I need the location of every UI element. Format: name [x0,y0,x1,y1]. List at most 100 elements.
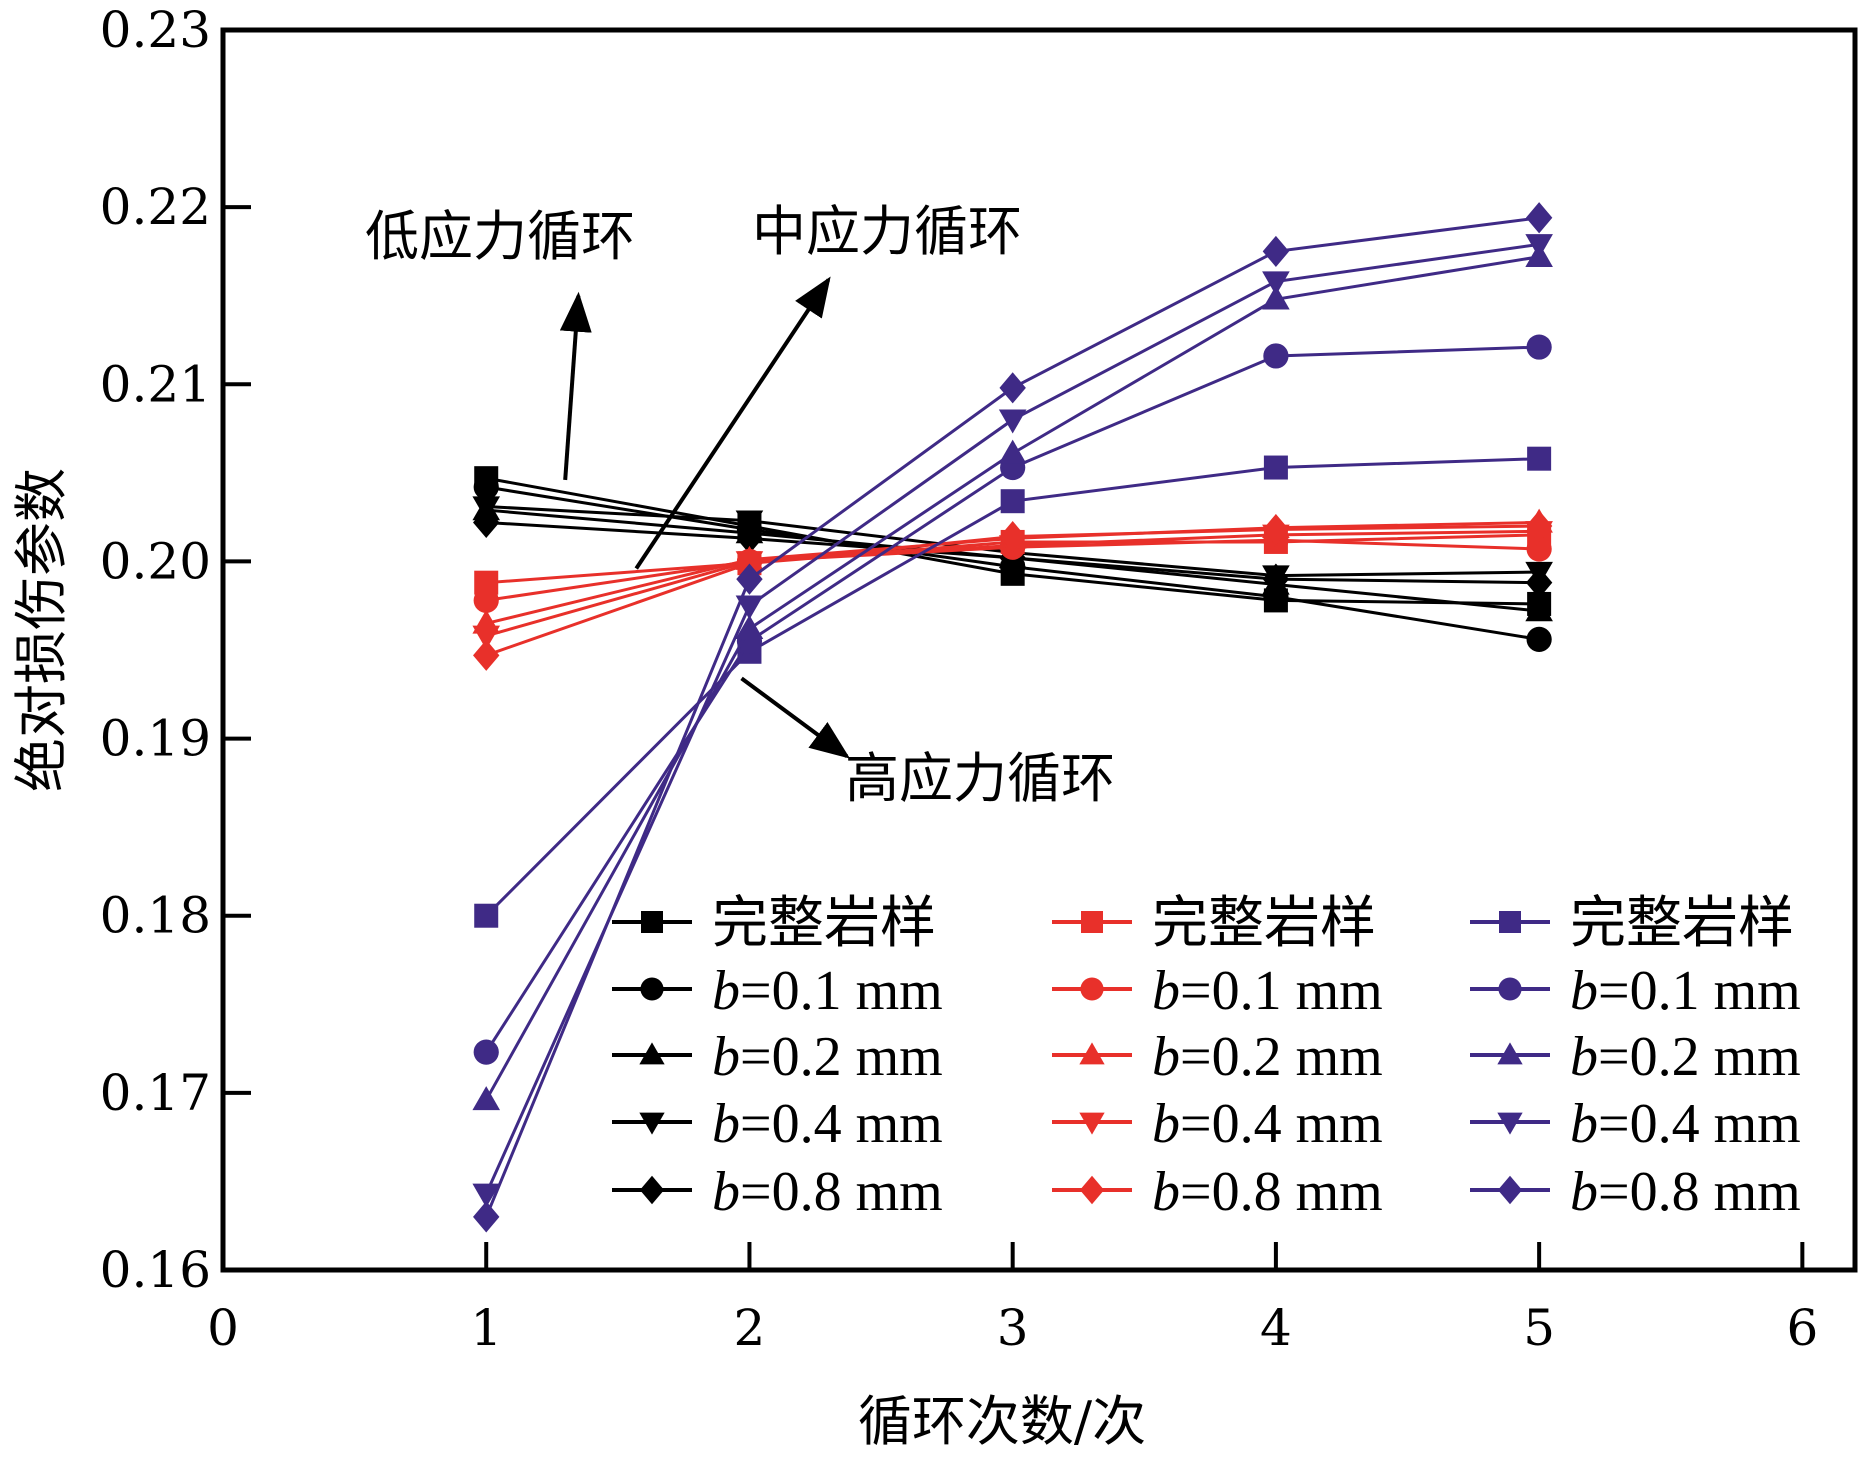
legend-label-value: =0.4 mm [740,1093,943,1155]
legend-item: b=0.8 mm [612,1161,943,1223]
data-point [1262,513,1290,546]
legend-item: b=0.4 mm [1052,1093,1383,1155]
data-point [472,1183,501,1208]
legend-label-value: =0.8 mm [740,1161,943,1223]
x-axis-title: 循环次数/次 [858,1390,1146,1453]
data-point [1262,563,1290,595]
legend-marker [1497,1175,1523,1205]
legend-marker [639,1175,665,1205]
data-point [1526,334,1552,360]
series-2-4 [473,202,1553,1233]
legend-label: b=0.1 mm [1152,960,1383,1022]
legend-label-var: b [1152,1093,1180,1155]
data-point [1263,343,1289,369]
data-point [1525,597,1553,622]
data-point [473,639,500,671]
legend-marker [1081,911,1103,933]
series-2-3 [472,234,1553,1208]
legend-label: b=0.1 mm [1570,960,1801,1022]
annotation-arrow [740,676,851,759]
data-point [736,563,763,595]
legend-marker [1499,911,1521,933]
legend-label: 完整岩样 [1570,893,1794,955]
annotation-arrow [634,276,831,570]
legend-item: b=0.2 mm [1470,1026,1801,1088]
legend-label-value: =0.8 mm [1180,1161,1383,1223]
x-tick-label: 0 [207,1299,239,1357]
data-point [472,625,501,650]
data-point [472,1086,501,1111]
legend-label: b=0.2 mm [1152,1026,1383,1088]
legend-label: 完整岩样 [1152,893,1376,955]
legend-label-var: b [712,960,740,1022]
x-tick-label: 3 [997,1299,1029,1357]
legend-marker [639,1112,665,1135]
data-point [1000,489,1025,514]
y-axis-title: 绝对损伤参数 [10,468,73,792]
legend-label: b=0.8 mm [712,1161,943,1223]
legend-marker [1497,1042,1523,1065]
legend-item: b=0.4 mm [612,1093,943,1155]
legend-label: b=0.4 mm [1570,1093,1801,1155]
legend-label-value: =0.2 mm [1598,1026,1801,1088]
legend-marker [1497,1112,1523,1135]
legend-label-var: b [1152,1026,1180,1088]
legend-label: b=0.2 mm [712,1026,943,1088]
data-point [735,614,764,639]
legend-label-value: =0.4 mm [1598,1093,1801,1155]
legend-label: b=0.2 mm [1570,1026,1801,1088]
data-point [1527,446,1552,471]
y-tick-label: 0.18 [100,887,211,945]
legend-label-value: =0.2 mm [1180,1026,1383,1088]
data-point [1262,271,1290,296]
data-point [735,510,764,535]
annotation-label: 中应力循环 [752,200,1022,263]
legend-marker [1080,977,1104,1001]
series-2-1 [473,334,1552,1065]
legend-item: b=0.1 mm [612,960,943,1022]
legend-label: b=0.8 mm [1152,1161,1383,1223]
data-point [735,595,764,620]
y-tick-label: 0.23 [100,1,211,59]
legend-label: b=0.8 mm [1570,1161,1801,1223]
legend-item: b=0.2 mm [612,1026,943,1088]
x-tick-label: 2 [734,1299,766,1357]
annotation-arrow [559,291,592,481]
axes: 0 1 2 3 4 5 6 0.16 0.17 0.18 0.19 0.20 0.21 0.22 0.23 [100,1,1858,1357]
data-point [998,409,1027,434]
legend-item: b=0.4 mm [1470,1093,1801,1155]
legend-label-value: =0.4 mm [1180,1093,1383,1155]
legend-item: 完整岩样 [1052,893,1376,955]
legend-label: b=0.1 mm [712,960,943,1022]
legend-label-var: b [1570,1093,1598,1155]
data-point [998,439,1027,464]
data-point [1525,567,1553,599]
legend-label-value: =0.8 mm [1598,1161,1801,1223]
legend-label-var: b [712,1093,740,1155]
legend-item: b=0.1 mm [1470,960,1801,1022]
data-point [1525,234,1553,259]
data-point [473,1039,499,1065]
legend-marker [1079,1042,1105,1065]
x-tick-label: 6 [1786,1299,1818,1357]
y-tick-label: 0.20 [100,532,211,590]
data-point [1526,626,1552,652]
data-point [1262,235,1290,268]
data-point [999,372,1026,404]
data-point [473,506,500,539]
legend-label-var: b [712,1161,740,1223]
data-point [736,522,763,554]
legend-label-value: =0.1 mm [1598,960,1801,1022]
legend-label-value: =0.2 mm [740,1026,943,1088]
series-1-4 [473,510,1553,671]
data-point [1525,510,1553,542]
y-tick-label: 0.17 [100,1064,211,1122]
legend-item: 完整岩样 [612,893,936,955]
legend-label-value: =0.1 mm [740,960,943,1022]
plot-frame [220,27,1858,1273]
data-point [473,587,499,614]
y-tick-label: 0.16 [100,1241,211,1299]
data-point [1263,455,1288,480]
